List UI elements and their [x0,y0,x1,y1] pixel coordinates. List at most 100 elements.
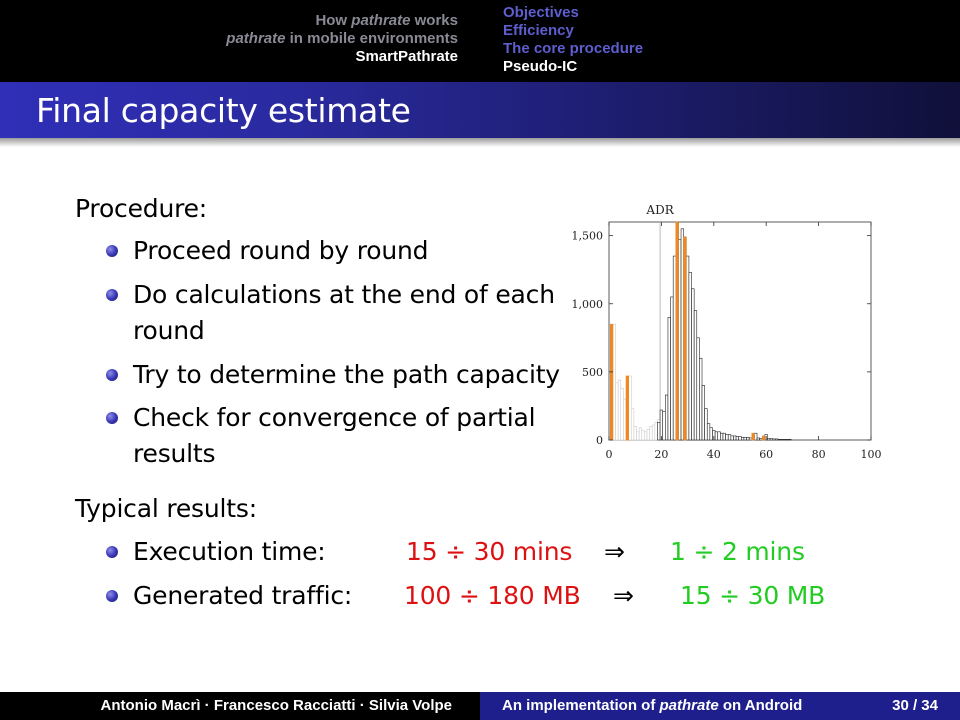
histogram-bar [657,421,661,441]
top-navigation-bar: How pathrate works pathrate in mobile en… [0,0,960,82]
bullet-icon [106,590,118,602]
nav-section-how-pathrate-works[interactable]: How pathrate works [315,12,458,29]
procedure-item-3: Try to determine the path capacity [133,360,560,389]
histogram-bar [777,439,781,441]
histogram-bar [667,317,671,441]
x-tick-label: 20 [654,448,668,461]
result-after-generated-traffic: 15 ÷ 30 MB [680,581,826,610]
y-tick-label: 1,000 [572,298,604,311]
histogram-bar [751,432,755,441]
footer-bar: Antonio Macrì · Francesco Racciatti · Si… [0,692,960,720]
histogram-bar [662,411,666,441]
implies-arrow: ⇒ [613,581,634,610]
histogram-bar [741,436,745,441]
bullet-icon [106,369,118,381]
x-tick-label: 40 [707,448,721,461]
nav-subsection-pseudo-ic[interactable]: Pseudo-IC [503,58,578,75]
title-shadow [0,138,960,147]
nav-section-pathrate-mobile[interactable]: pathrate in mobile environments [226,30,458,47]
histogram-bar [756,437,760,441]
histogram-bar [725,434,729,441]
histogram-bar [675,221,679,441]
histogram-bar [785,439,789,441]
histogram-bar [646,428,650,441]
result-before-execution-time: 15 ÷ 30 mins [406,537,573,566]
bullet-icon [106,412,118,424]
histogram-bar [701,385,705,441]
y-tick-label: 0 [596,434,603,447]
histogram-bar [746,436,750,441]
result-label-execution-time: Execution time: [133,537,326,566]
procedure-item-2-line-2: round [133,316,205,345]
histogram-bar [610,323,614,441]
histogram-bar [735,436,739,441]
bullet-icon [106,289,118,301]
histogram-bar [691,288,695,441]
histogram-bar [717,431,721,441]
histogram-bar [788,439,792,441]
histogram-bar [733,435,737,441]
histogram-bar [685,255,690,441]
histogram-bar [704,408,708,441]
capacity-histogram: ADR 0 500 1,000 1,500 0 20 40 60 80 100 [572,203,882,461]
bullet-icon [106,546,118,558]
histogram-bar [615,382,619,441]
x-tick-label: 80 [812,448,826,461]
histogram-bar [644,431,648,441]
histogram-bar [754,432,758,441]
nav-subsection-efficiency[interactable]: Efficiency [503,22,574,39]
histogram-bar [641,430,645,441]
histogram-bar [651,424,656,441]
histogram-bar [693,310,698,441]
section-navigation: How pathrate works pathrate in mobile en… [226,12,458,66]
histogram-bar [683,236,687,441]
histogram-bar [775,438,779,441]
histogram-bar [680,228,684,441]
histogram-bar [638,427,643,441]
procedure-item-4-line-2: results [133,439,216,468]
histogram-bar [759,438,763,441]
histogram-bar [678,239,682,441]
histogram-bar [780,439,784,441]
procedure-item-4-line-1: Check for convergence of partial [133,403,536,432]
histogram-bar [659,409,664,441]
result-before-generated-traffic: 100 ÷ 180 MB [404,581,581,610]
histogram-bar [722,432,726,441]
histogram-bar [767,438,771,441]
y-tick-label: 1,500 [572,230,604,243]
histogram-bar [709,427,713,441]
result-after-execution-time: 1 ÷ 2 mins [670,537,805,566]
x-tick-label: 0 [606,448,613,461]
histogram-bar [730,435,734,441]
procedure-item-1: Proceed round by round [133,236,429,265]
histogram-bar [769,438,774,441]
histogram-bar [654,421,658,441]
nav-section-smartpathrate[interactable]: SmartPathrate [355,48,458,65]
nav-subsection-core-procedure[interactable]: The core procedure [503,40,644,57]
procedure-heading: Procedure: [75,194,208,223]
histogram-bar [688,272,692,441]
footer-right: An implementation of pathrate on Android… [480,692,960,720]
histogram-bar [633,426,637,441]
histogram-bar [665,394,669,441]
result-label-generated-traffic: Generated traffic: [133,581,353,610]
histogram-bar [714,431,719,441]
frame-title-bar: Final capacity estimate [0,82,960,138]
nav-subsection-objectives[interactable]: Objectives [503,4,579,21]
histogram-bar [772,438,776,441]
histogram-bar [620,387,624,441]
histogram-bar [706,423,711,441]
histogram-bar [636,431,640,441]
implies-arrow: ⇒ [604,537,625,566]
histogram-bar [761,435,766,441]
footer-authors: Antonio Macrì · Francesco Racciatti · Si… [0,692,480,720]
y-tick-label: 500 [582,366,603,379]
histogram-bar [743,436,747,441]
typical-results-heading: Typical results: [75,494,257,523]
x-tick-label: 60 [759,448,773,461]
histogram-bar [649,426,653,441]
plot-frame [608,221,872,441]
histogram-bar [670,296,674,441]
histogram-bar [748,437,753,441]
subsection-navigation: Objectives Efficiency The core procedure… [503,4,643,76]
